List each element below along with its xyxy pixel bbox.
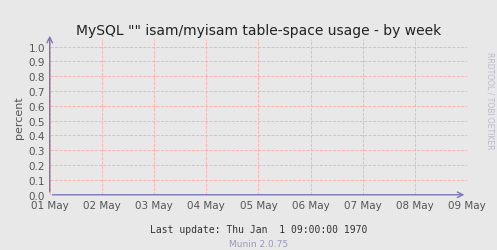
Text: RRDTOOL / TOBI OETIKER: RRDTOOL / TOBI OETIKER — [486, 52, 495, 148]
Text: Munin 2.0.75: Munin 2.0.75 — [229, 239, 288, 248]
Y-axis label: percent: percent — [14, 96, 24, 139]
Text: Last update: Thu Jan  1 09:00:00 1970: Last update: Thu Jan 1 09:00:00 1970 — [150, 224, 367, 234]
Title: MySQL "" isam/myisam table-space usage - by week: MySQL "" isam/myisam table-space usage -… — [76, 24, 441, 38]
